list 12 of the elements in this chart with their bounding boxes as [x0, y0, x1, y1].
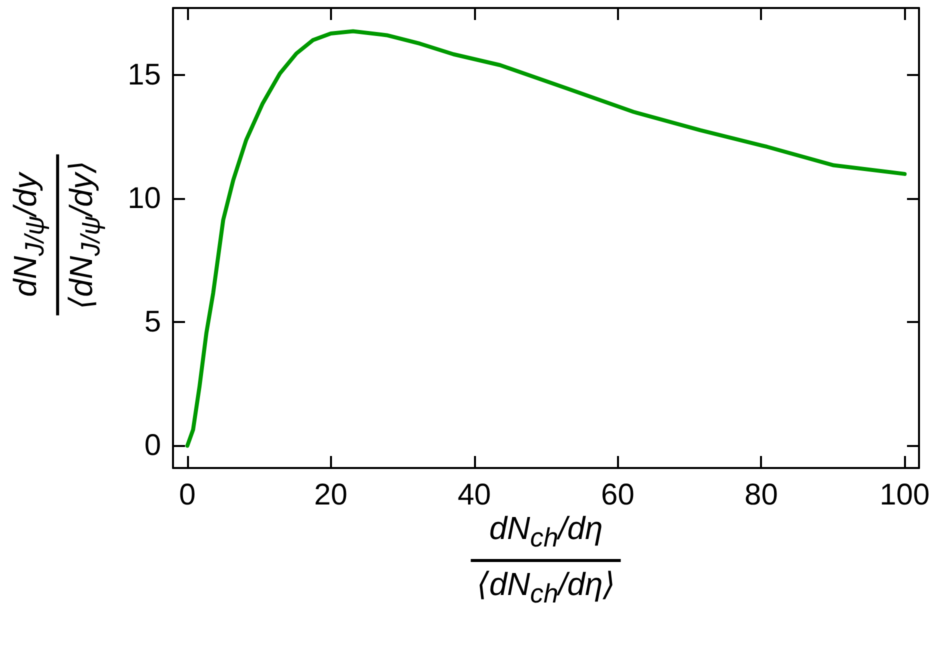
- x-axis-title: dN$_{ch}$/dη ⟨dN$_{ch}$/dη⟩: [476, 510, 616, 611]
- x-tick-label: 0: [179, 478, 196, 512]
- y-tick-label: 10: [128, 182, 161, 215]
- y-tick-label: 5: [144, 306, 161, 339]
- y-tick-label: 0: [144, 429, 161, 462]
- x-tick-label: 20: [314, 478, 348, 512]
- x-tick-label: 80: [744, 478, 778, 512]
- y-tick-label: 15: [128, 58, 161, 92]
- x-tick-label: 100: [880, 478, 930, 512]
- line-series: [185, 29, 907, 448]
- x-tick-label: 40: [458, 478, 491, 512]
- x-tick-label: 60: [601, 478, 634, 512]
